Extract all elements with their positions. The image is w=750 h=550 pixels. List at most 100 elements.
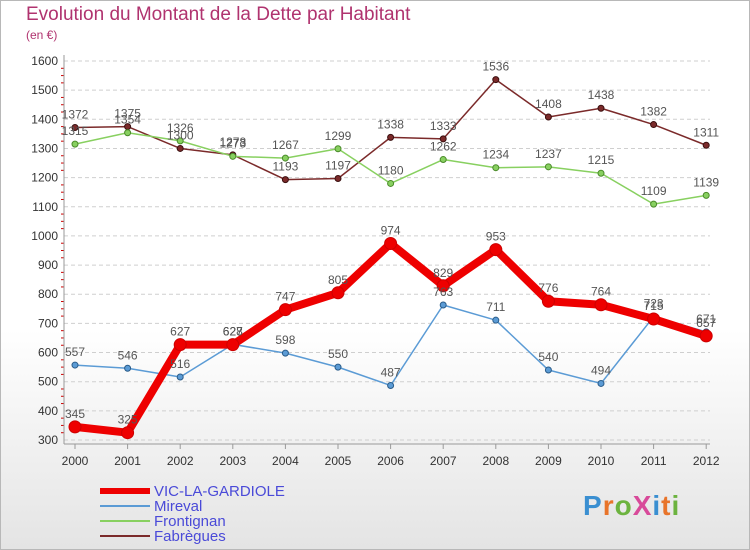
data-point-frontignan [650,200,658,208]
data-point-vic-la-gardiole [699,329,713,343]
x-tick-label: 2010 [588,454,615,468]
data-label-vic-la-gardiole: 776 [538,281,558,295]
data-point-frontignan [439,156,447,164]
legend-swatch [100,505,150,507]
data-point-fabregues [702,141,710,149]
data-point-vic-la-gardiole [226,338,240,352]
data-label-fabregues: 1375 [114,107,141,121]
legend-swatch [100,520,150,522]
data-label-mireval: 487 [381,365,401,379]
data-point-vic-la-gardiole [331,286,345,300]
legend-label: Frontignan [154,513,226,530]
series-layer [68,76,713,440]
data-label-vic-la-gardiole: 974 [381,224,401,238]
data-label-fabregues: 1372 [62,107,89,121]
y-tick-label: 500 [38,375,58,389]
y-tick-label: 1500 [31,83,58,97]
data-label-fabregues: 1382 [640,105,667,119]
logo-letter: P [583,490,603,521]
y-tick-label: 700 [38,316,58,330]
legend-label: Fabrègues [154,528,226,545]
data-point-vic-la-gardiole [384,237,398,251]
data-label-mireval: 550 [328,347,348,361]
data-label-frontignan: 1109 [641,184,667,198]
data-label-mireval: 494 [591,363,611,377]
x-tick-label: 2006 [377,454,404,468]
data-point-mireval [124,364,132,372]
data-point-fabregues [439,135,447,143]
data-label-vic-la-gardiole: 715 [644,299,664,313]
data-label-frontignan: 1215 [588,153,615,167]
y-tick-label: 1000 [31,229,58,243]
data-point-vic-la-gardiole [436,279,450,293]
data-label-frontignan: 1326 [167,121,194,135]
logo-letter: i [671,490,681,521]
legend-label: Mireval [154,498,203,515]
data-point-vic-la-gardiole [541,294,555,308]
data-label-vic-la-gardiole: 747 [275,290,295,304]
y-tick-label: 1400 [31,112,58,126]
data-label-vic-la-gardiole: 829 [433,266,453,280]
logo-letter: o [614,490,633,521]
x-tick-label: 2000 [62,454,89,468]
x-tick-label: 2005 [325,454,352,468]
data-point-fabregues [387,133,395,141]
data-label-frontignan: 1267 [272,138,299,152]
data-label-vic-la-gardiole: 627 [170,325,190,339]
x-tick-label: 2004 [272,454,299,468]
logo-letter: t [661,490,672,521]
legend-swatch [100,488,150,494]
data-point-mireval [439,301,447,309]
data-point-fabregues [176,144,184,152]
data-point-frontignan [702,191,710,199]
legend-label: VIC-LA-GARDIOLE [154,483,285,500]
data-point-vic-la-gardiole [68,420,82,434]
line-chart: 300 400 500 600 700 800 900 1000 1100 1200 1300 140… [31,54,720,468]
data-label-vic-la-gardiole: 345 [65,407,85,421]
data-point-frontignan [71,140,79,148]
logo-letter: i [652,490,662,521]
chart-unit: (en €) [26,28,58,42]
data-label-frontignan: 1139 [693,175,719,189]
data-label-fabregues: 1338 [377,117,404,131]
data-label-mireval: 763 [433,285,453,299]
data-point-frontignan [124,129,132,137]
x-tick-label: 2009 [535,454,562,468]
data-label-mireval: 598 [275,333,295,347]
data-point-vic-la-gardiole [121,426,135,440]
data-point-fabregues [544,113,552,121]
data-point-vic-la-gardiole [647,312,661,326]
data-point-mireval [387,381,395,389]
data-label-mireval: 671 [696,312,716,326]
data-point-vic-la-gardiole [594,298,608,312]
data-label-vic-la-gardiole: 657 [696,316,716,330]
y-tick-label: 1100 [32,200,58,214]
data-point-frontignan [544,163,552,171]
data-label-frontignan: 1262 [430,140,457,154]
y-tick-label: 400 [38,404,58,418]
data-label-fabregues: 1438 [588,88,615,102]
data-point-frontignan [492,164,500,172]
data-label-mireval: 711 [486,300,505,314]
data-point-mireval [597,379,605,387]
data-point-fabregues [281,176,289,184]
data-point-vic-la-gardiole [278,303,292,317]
data-label-fabregues: 1536 [482,60,509,74]
data-label-fabregues: 1333 [430,119,457,133]
axes: 300 400 500 600 700 800 900 1000 1100 1200 1300 140… [31,54,720,468]
y-tick-label: 900 [38,258,58,272]
data-point-frontignan [387,179,395,187]
data-label-fabregues: 1193 [272,160,298,174]
data-point-fabregues [71,123,79,131]
data-point-frontignan [597,169,605,177]
data-point-mireval [544,366,552,374]
data-point-mireval [176,373,184,381]
data-point-vic-la-gardiole [489,243,503,257]
data-label-mireval: 723 [644,297,664,311]
data-label-fabregues: 1408 [535,97,562,111]
logo-letter: X [632,490,653,521]
legend-swatch [100,535,150,537]
grid-lines [64,60,710,441]
data-point-fabregues [650,121,658,129]
